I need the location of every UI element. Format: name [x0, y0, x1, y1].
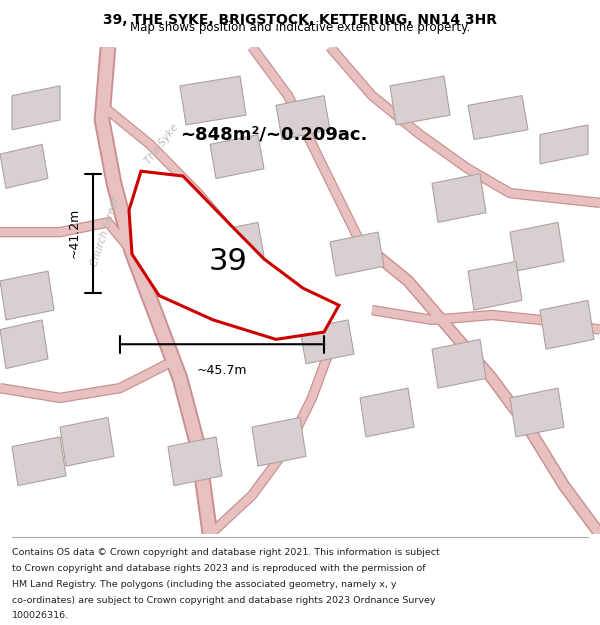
- Polygon shape: [0, 320, 48, 369]
- Polygon shape: [252, 418, 306, 466]
- Polygon shape: [432, 339, 486, 388]
- Polygon shape: [468, 96, 528, 139]
- Polygon shape: [540, 301, 594, 349]
- Polygon shape: [276, 96, 330, 139]
- Polygon shape: [360, 388, 414, 437]
- Text: to Crown copyright and database rights 2023 and is reproduced with the permissio: to Crown copyright and database rights 2…: [12, 564, 425, 573]
- Text: ~41.2m: ~41.2m: [68, 208, 81, 259]
- Polygon shape: [210, 134, 264, 179]
- Polygon shape: [60, 418, 114, 466]
- Polygon shape: [0, 271, 54, 320]
- Polygon shape: [510, 222, 564, 271]
- Polygon shape: [432, 174, 486, 222]
- Text: Church Street: Church Street: [89, 196, 121, 268]
- Text: ~45.7m: ~45.7m: [197, 364, 247, 377]
- Polygon shape: [168, 437, 222, 486]
- Text: 39: 39: [209, 247, 247, 276]
- Polygon shape: [180, 76, 246, 125]
- Polygon shape: [300, 320, 354, 364]
- Text: 39, THE SYKE, BRIGSTOCK, KETTERING, NN14 3HR: 39, THE SYKE, BRIGSTOCK, KETTERING, NN14…: [103, 13, 497, 27]
- Polygon shape: [129, 171, 339, 339]
- Polygon shape: [12, 86, 60, 130]
- Text: 100026316.: 100026316.: [12, 611, 69, 621]
- Text: co-ordinates) are subject to Crown copyright and database rights 2023 Ordnance S: co-ordinates) are subject to Crown copyr…: [12, 596, 436, 604]
- Text: HM Land Registry. The polygons (including the associated geometry, namely x, y: HM Land Registry. The polygons (includin…: [12, 580, 397, 589]
- Polygon shape: [330, 232, 384, 276]
- Polygon shape: [228, 271, 282, 315]
- Polygon shape: [510, 388, 564, 437]
- Polygon shape: [540, 125, 588, 164]
- Polygon shape: [390, 76, 450, 125]
- Text: ~848m²/~0.209ac.: ~848m²/~0.209ac.: [180, 126, 367, 144]
- Polygon shape: [210, 222, 264, 266]
- Text: Contains OS data © Crown copyright and database right 2021. This information is : Contains OS data © Crown copyright and d…: [12, 548, 440, 557]
- Polygon shape: [12, 437, 66, 486]
- Text: The Syke: The Syke: [143, 122, 181, 166]
- Polygon shape: [468, 261, 522, 310]
- Text: Map shows position and indicative extent of the property.: Map shows position and indicative extent…: [130, 21, 470, 34]
- Polygon shape: [0, 144, 48, 188]
